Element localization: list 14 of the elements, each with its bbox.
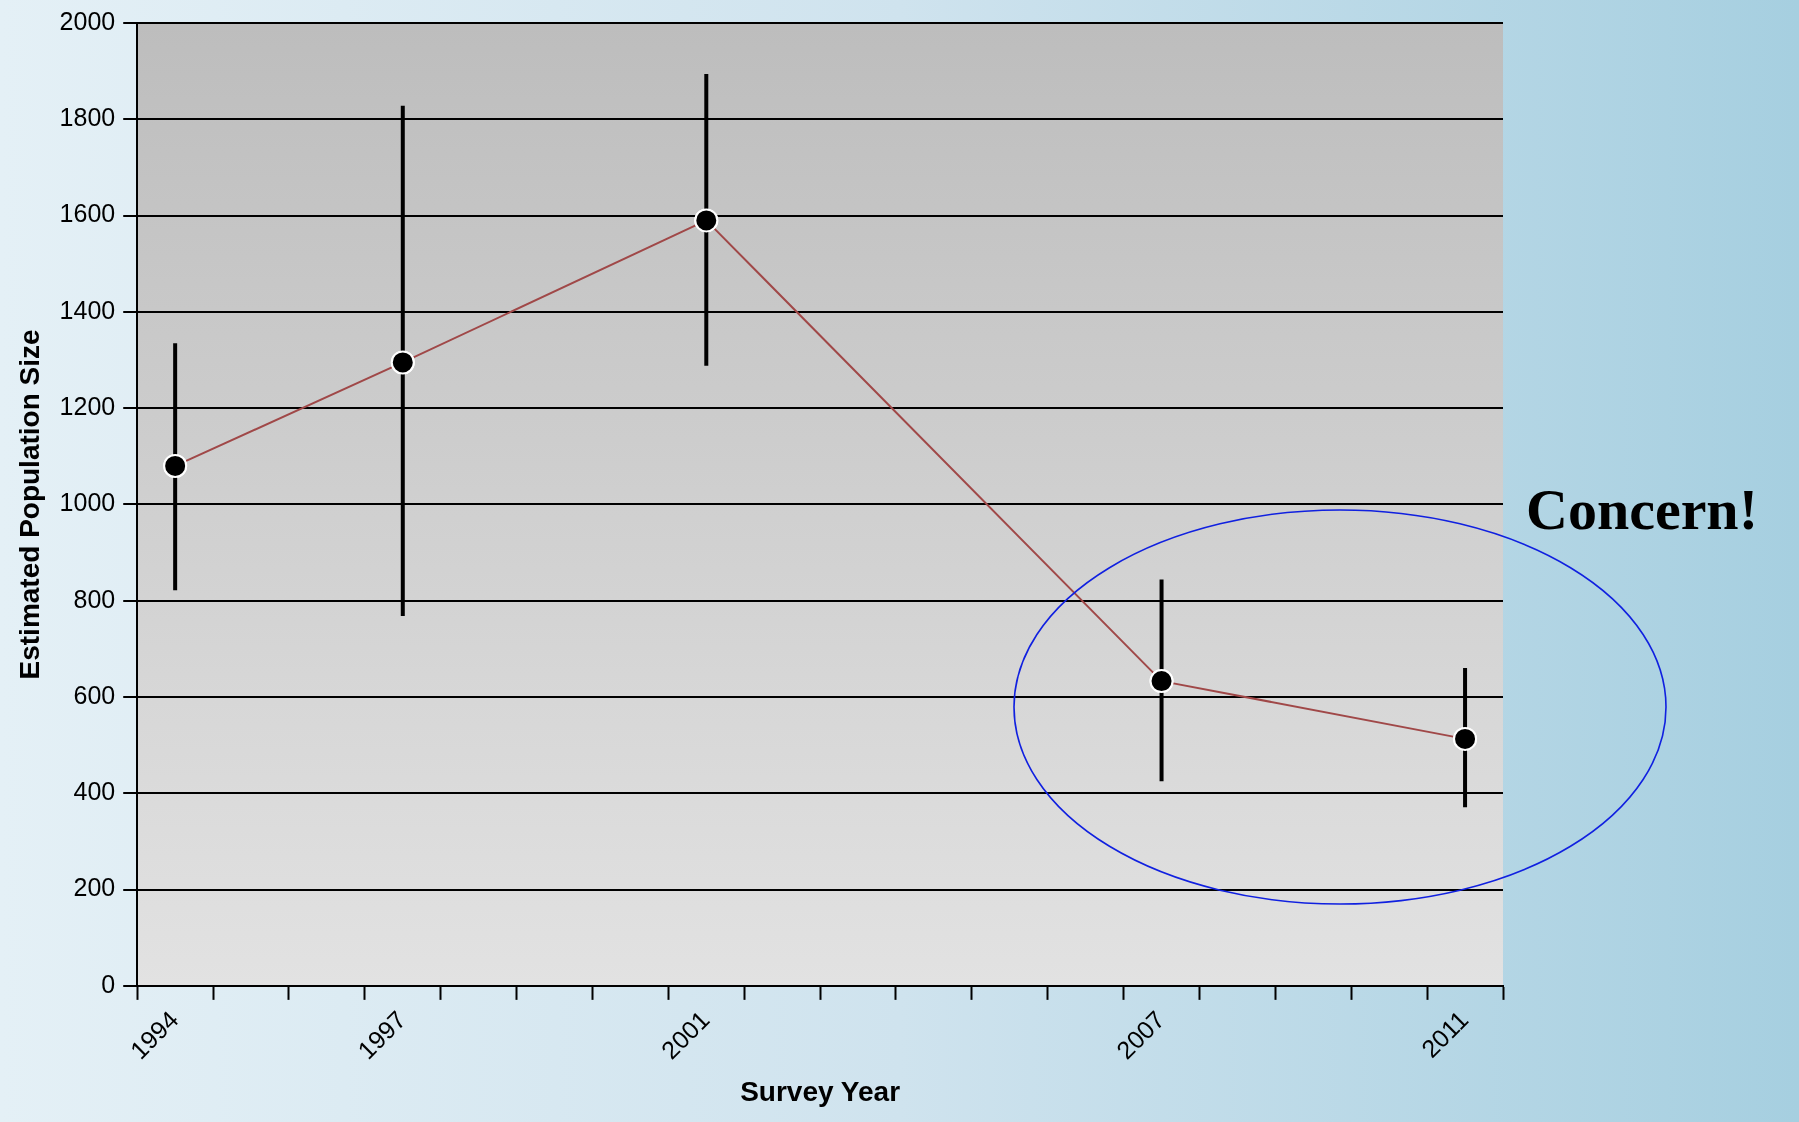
y-tick-label: 800 [73, 584, 116, 613]
y-tick-label: 1200 [59, 392, 116, 421]
y-tick-label: 2000 [59, 6, 116, 35]
y-axis-title: Estimated Population Size [13, 329, 45, 680]
x-axis-title: Survey Year [740, 1075, 901, 1107]
y-tick-label: 1400 [59, 295, 116, 324]
y-tick-label: 0 [101, 969, 116, 998]
y-tick-label: 600 [73, 680, 116, 709]
y-tick-label: 200 [73, 873, 116, 902]
text: Concern! [1526, 476, 1758, 543]
y-tick-label: 1800 [59, 103, 116, 132]
y-tick-label: 400 [73, 777, 116, 806]
y-tick-label: 1600 [59, 199, 116, 228]
y-tick-label: 1000 [59, 488, 116, 517]
